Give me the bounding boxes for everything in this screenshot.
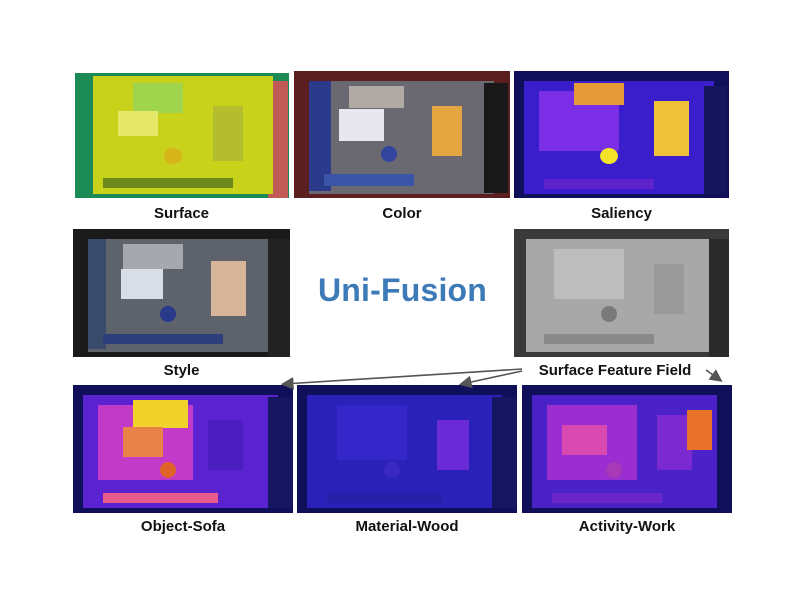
caption-color: Color [382, 205, 422, 222]
figure-title: Uni-Fusion [317, 272, 488, 308]
caption-activity-work: Activity-Work [578, 518, 676, 535]
panel-object-sofa [73, 385, 293, 513]
feature-field-render [514, 229, 729, 357]
activity-work-render [522, 385, 732, 513]
caption-material-wood: Material-Wood [355, 518, 459, 535]
style-render [73, 229, 290, 357]
caption-surface-feature-field: Surface Feature Field [538, 362, 692, 379]
object-sofa-render [73, 385, 293, 513]
caption-saliency: Saliency [591, 205, 652, 222]
panel-activity-work [522, 385, 732, 513]
material-wood-render [297, 385, 517, 513]
panel-surface [73, 71, 290, 198]
saliency-render [514, 71, 729, 198]
panel-saliency [514, 71, 729, 198]
panel-surface-feature-field [514, 229, 729, 357]
surface-render [73, 71, 290, 198]
color-render [294, 71, 510, 198]
caption-style: Style [163, 362, 200, 379]
panel-material-wood [297, 385, 517, 513]
panel-style [73, 229, 290, 357]
panel-color [294, 71, 510, 198]
caption-surface: Surface [153, 205, 210, 222]
arrow-to-material-wood [458, 370, 523, 389]
caption-object-sofa: Object-Sofa [140, 518, 226, 535]
arrow-to-object-sofa [280, 368, 523, 390]
